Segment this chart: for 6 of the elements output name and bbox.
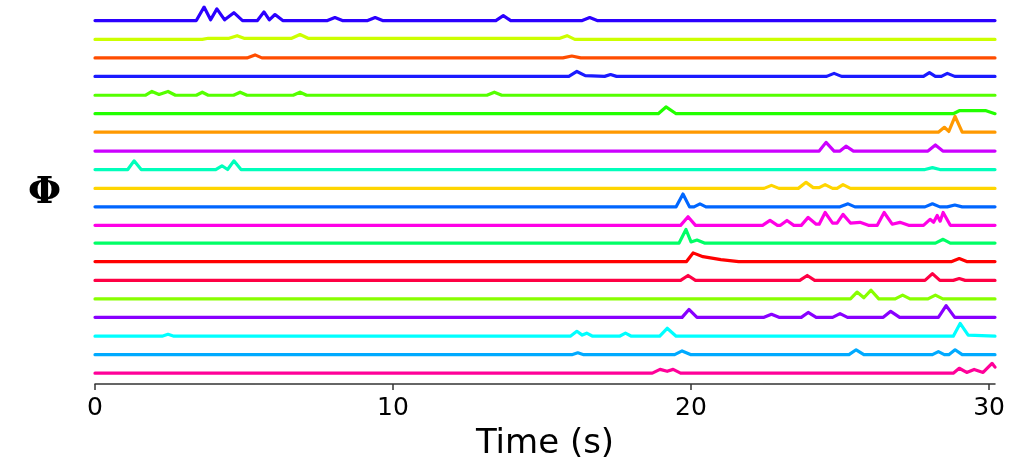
x-tick-label: 10 — [377, 392, 409, 422]
y-axis-title: Φ — [28, 166, 62, 212]
x-axis-title: Time (s) — [474, 421, 615, 461]
x-tick-label: 30 — [973, 392, 1005, 422]
x-tick-label: 0 — [87, 392, 103, 422]
x-tick-label: 20 — [675, 392, 707, 422]
